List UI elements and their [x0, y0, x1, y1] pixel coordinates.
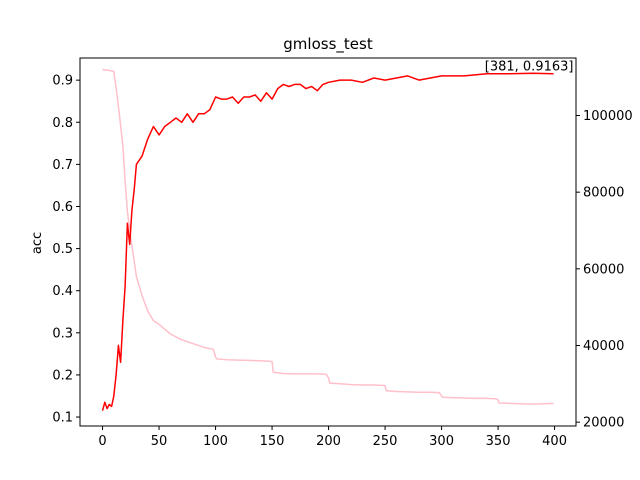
- y-axis-label: acc: [30, 232, 45, 254]
- x-tick-label: 50: [151, 434, 168, 449]
- axis-ticks: 0 50 100 150 200 250 300 350 400 0.1 0.2 0.3 0.4 0.5 0…: [52, 74, 632, 449]
- chart-title: gmloss_test: [283, 35, 373, 54]
- y2-tick-label: 20000: [583, 416, 624, 431]
- x-tick-label: 200: [316, 434, 341, 449]
- y-tick-label: 0.4: [52, 284, 73, 299]
- y2-tick-label: 100000: [583, 109, 633, 124]
- x-tick-label: 250: [373, 434, 398, 449]
- max-annotation: [381, 0.9163]: [485, 59, 574, 74]
- x-tick-label: 300: [429, 434, 454, 449]
- y-tick-label: 0.9: [52, 74, 73, 89]
- y-tick-label: 0.3: [52, 326, 73, 341]
- y-tick-label: 0.1: [52, 411, 73, 426]
- pink-series-line: [102, 68, 554, 405]
- plot-area: [101, 68, 554, 411]
- x-tick-label: 150: [260, 434, 285, 449]
- x-tick-label: 350: [486, 434, 511, 449]
- x-tick-label: 100: [203, 434, 228, 449]
- y-tick-label: 0.6: [52, 200, 73, 215]
- y2-tick-label: 80000: [583, 186, 624, 201]
- x-tick-label: 400: [542, 434, 567, 449]
- y-tick-label: 0.2: [52, 368, 73, 383]
- red-accuracy-line: [101, 72, 554, 411]
- y-tick-label: 0.5: [52, 242, 73, 257]
- y2-tick-label: 40000: [583, 339, 624, 354]
- x-tick-label: 0: [98, 434, 106, 449]
- plot-frame: [79, 57, 577, 427]
- y-tick-label: 0.7: [52, 158, 73, 173]
- y-tick-label: 0.8: [52, 116, 73, 131]
- y2-tick-label: 60000: [583, 262, 624, 277]
